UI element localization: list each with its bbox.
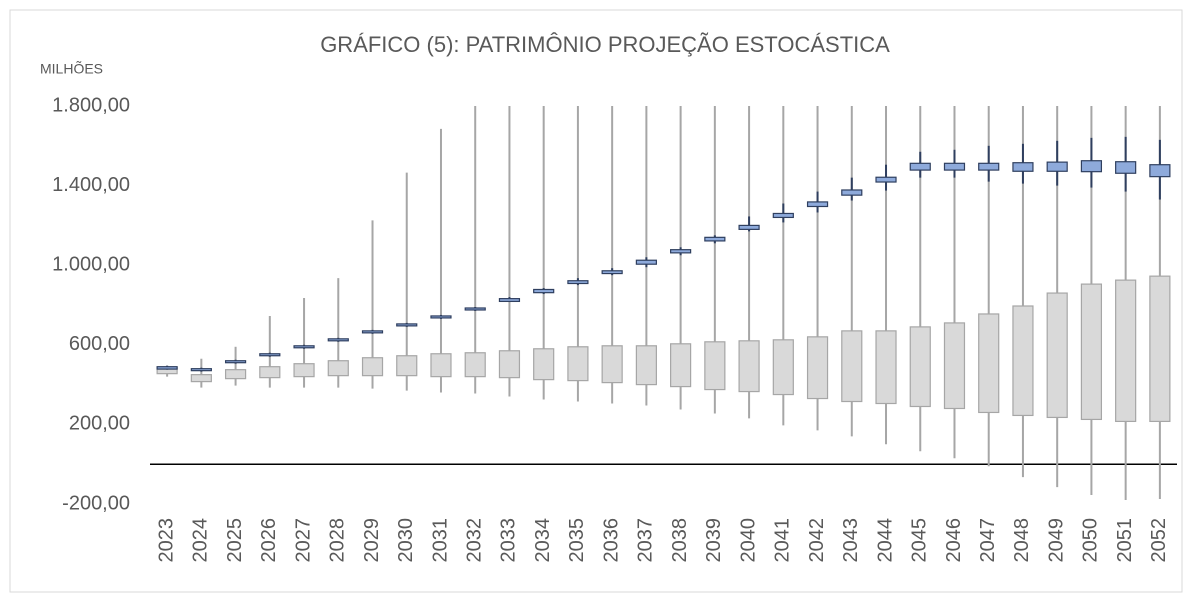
x-tick-label: 2040 (737, 518, 759, 563)
box (533, 348, 555, 381)
box (224, 369, 247, 380)
x-tick-label: 2023 (155, 518, 177, 563)
box (978, 313, 1000, 414)
x-tick-label: 2030 (395, 518, 417, 563)
box (635, 345, 657, 386)
x-tick-label: 2051 (1114, 518, 1136, 563)
x-tick-label: 2036 (600, 518, 622, 563)
x-tick-label: 2027 (292, 518, 314, 563)
x-tick-label: 2032 (463, 518, 485, 563)
box (430, 353, 452, 378)
x-tick-label: 2045 (909, 518, 931, 563)
y-tick-label: 1.800,00 (52, 94, 130, 116)
box (327, 360, 349, 377)
box (464, 307, 486, 311)
box (190, 374, 212, 383)
x-tick-label: 2033 (498, 518, 520, 563)
x-tick-label: 2050 (1080, 518, 1102, 563)
x-tick-label: 2052 (1148, 518, 1170, 563)
box (498, 298, 521, 303)
box (601, 345, 623, 384)
box (396, 323, 418, 327)
box (635, 259, 657, 265)
box (909, 162, 931, 171)
box (259, 353, 281, 357)
box (806, 336, 829, 400)
box (772, 339, 794, 396)
x-tick-label: 2041 (772, 518, 794, 563)
box (567, 280, 589, 285)
x-tick-label: 2043 (840, 518, 862, 563)
box (806, 201, 829, 208)
x-tick-label: 2049 (1045, 518, 1067, 563)
y-tick-label: 1.000,00 (52, 253, 130, 275)
x-tick-label: 2026 (258, 518, 280, 563)
box (670, 343, 692, 388)
box (841, 330, 863, 403)
box (464, 352, 486, 378)
x-tick-label: 2037 (635, 518, 657, 563)
x-tick-label: 2028 (327, 518, 349, 563)
box (498, 350, 521, 379)
y-tick-label: 1.400,00 (52, 174, 130, 196)
x-tick-label: 2025 (224, 518, 246, 563)
box (224, 360, 247, 364)
box (738, 224, 760, 230)
x-tick-label: 2048 (1011, 518, 1033, 563)
box (156, 366, 178, 370)
x-tick-label: 2046 (943, 518, 965, 563)
chart-frame (9, 9, 1183, 593)
box (978, 162, 1000, 171)
box (875, 330, 897, 405)
box (704, 236, 726, 242)
x-tick-label: 2038 (669, 518, 691, 563)
box (567, 346, 589, 382)
box (841, 189, 863, 196)
box (704, 341, 726, 391)
box (909, 326, 931, 408)
box (875, 176, 897, 183)
y-axis-label: MILHÕES (40, 61, 103, 77)
box (943, 162, 966, 171)
box (943, 322, 966, 410)
x-tick-label: 2034 (532, 518, 554, 563)
box (1012, 162, 1034, 172)
chart-title: GRÁFICO (5): PATRIMÔNIO PROJEÇÃO ESTOCÁS… (320, 32, 890, 57)
box (601, 270, 623, 275)
box (1080, 160, 1103, 173)
y-tick-label: -200,00 (62, 492, 130, 514)
x-tick-label: 2024 (190, 518, 212, 563)
box (293, 363, 315, 378)
box (533, 288, 555, 294)
y-tick-label: 200,00 (69, 413, 130, 435)
box (259, 366, 281, 379)
box (430, 315, 452, 319)
x-tick-label: 2035 (566, 518, 588, 563)
box (1012, 305, 1034, 417)
x-tick-label: 2042 (806, 518, 828, 563)
box (1115, 279, 1137, 423)
x-tick-label: 2047 (977, 518, 999, 563)
box (361, 357, 384, 377)
box (361, 330, 384, 334)
box (1149, 275, 1171, 423)
box (772, 212, 794, 219)
x-tick-label: 2029 (361, 518, 383, 563)
x-tick-label: 2031 (429, 518, 451, 563)
box (1046, 292, 1068, 419)
box (1046, 161, 1068, 172)
box (670, 249, 692, 254)
box (293, 345, 315, 349)
x-tick-label: 2039 (703, 518, 725, 563)
y-tick-label: 600,00 (69, 333, 130, 355)
box (1149, 164, 1171, 178)
x-tick-label: 2044 (874, 518, 896, 563)
box (327, 338, 349, 342)
box (1080, 283, 1103, 421)
box (396, 355, 418, 377)
box (1115, 161, 1137, 174)
box (738, 340, 760, 393)
box (190, 368, 212, 372)
